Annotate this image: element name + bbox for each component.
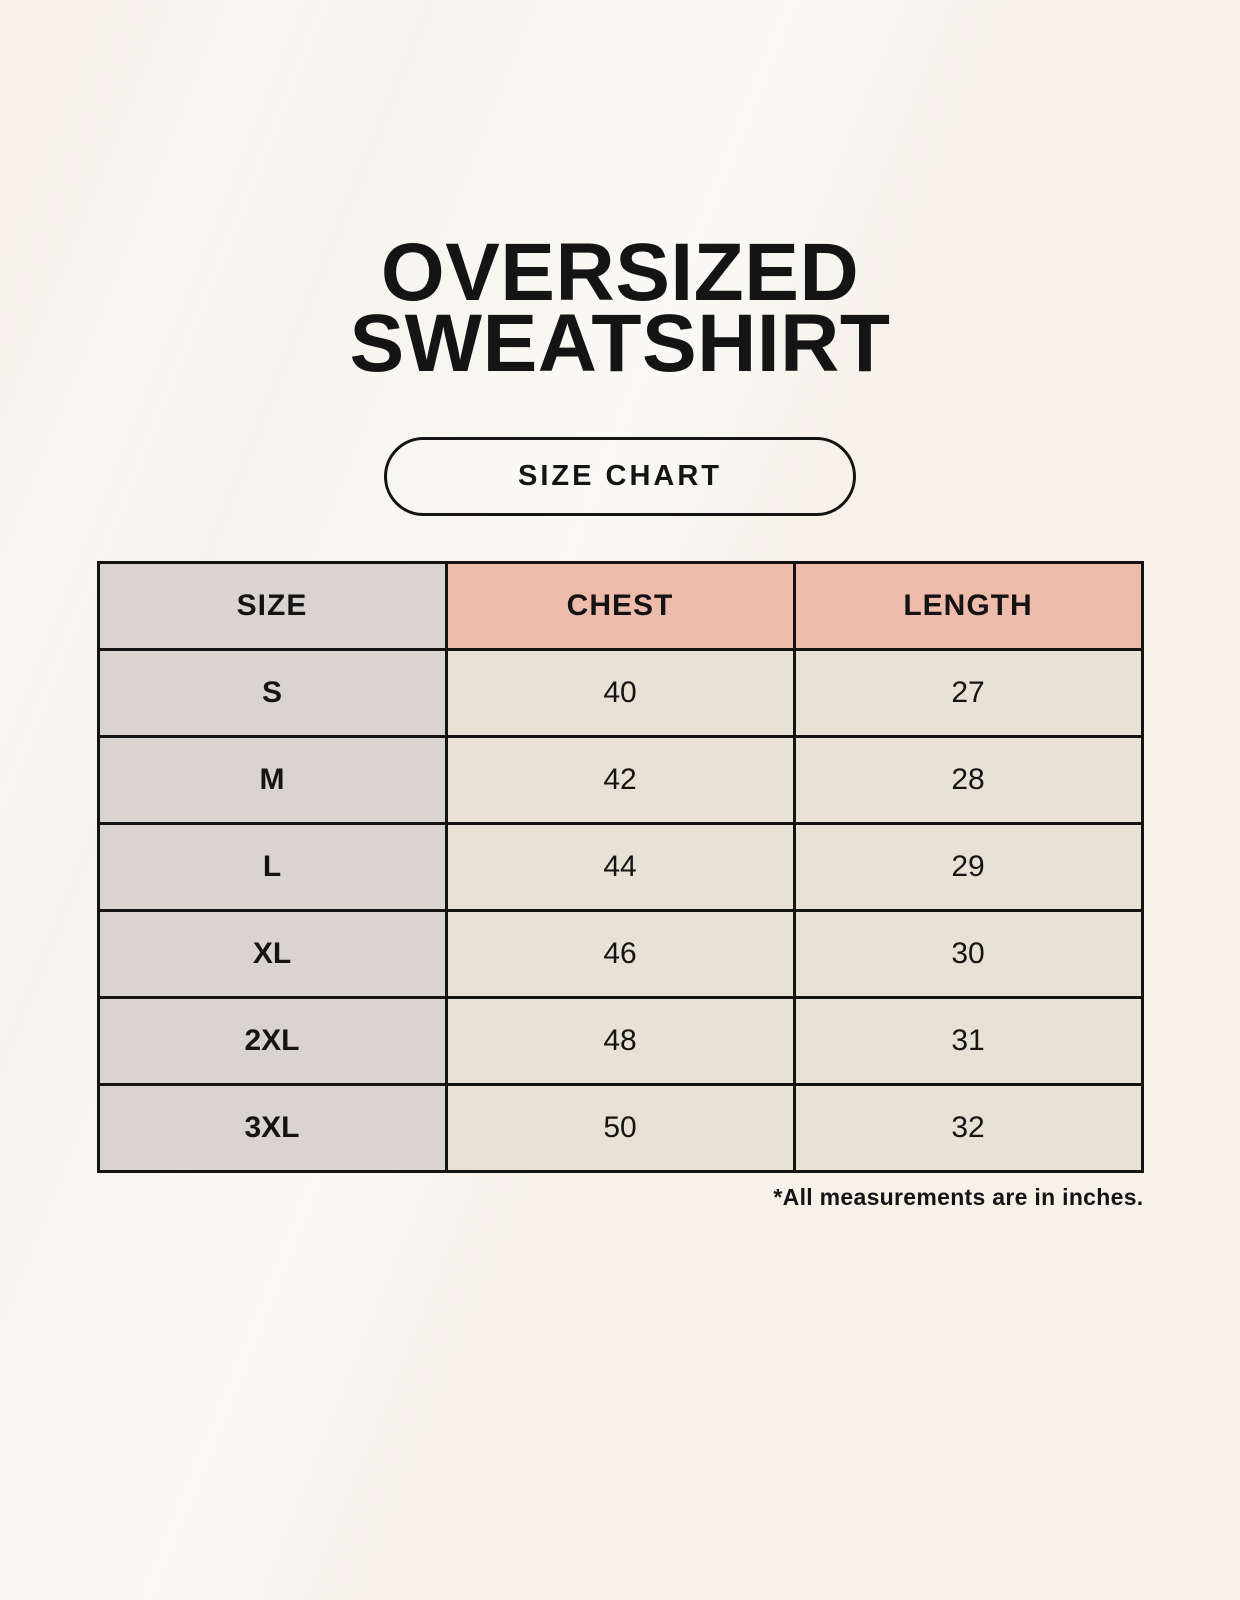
chest-cell: 50 [444,1083,796,1174]
chest-cell: 48 [444,996,796,1087]
table-row: 3XL 50 32 [96,1083,1144,1174]
chest-cell: 44 [444,822,796,913]
length-cell: 32 [792,1083,1144,1174]
length-cell: 31 [792,996,1144,1087]
length-cell: 27 [792,648,1144,739]
size-cell: M [96,735,448,826]
size-chart-badge-label: SIZE CHART [518,460,722,493]
size-table: SIZE CHEST LENGTH S 40 27 M 42 28 L 44 29 XL 46 30 2… [96,561,1144,1174]
length-cell: 28 [792,735,1144,826]
table-row: XL 46 30 [96,909,1144,1000]
size-cell: S [96,648,448,739]
size-table-body: S 40 27 M 42 28 L 44 29 XL 46 30 2XL 48 31 3XL 50 32 [96,648,1144,1174]
column-header-size: SIZE [96,561,448,652]
measurements-footnote: *All measurements are in inches. [773,1184,1144,1211]
length-cell: 29 [792,822,1144,913]
size-table-header: SIZE CHEST LENGTH [96,561,1144,652]
table-row: 2XL 48 31 [96,996,1144,1087]
length-cell: 30 [792,909,1144,1000]
page-title-line-1: OVERSIZED [380,227,860,318]
table-row: S 40 27 [96,648,1144,739]
header-row: SIZE CHEST LENGTH [96,561,1144,652]
size-chart-badge: SIZE CHART [384,437,856,517]
page-title: OVERSIZED SWEATSHIRT [0,0,1240,389]
size-cell: XL [96,909,448,1000]
table-row: M 42 28 [96,735,1144,826]
page-title-line-2: SWEATSHIRT [349,297,891,389]
size-cell: 3XL [96,1083,448,1174]
size-cell: L [96,822,448,913]
column-header-length: LENGTH [792,561,1144,652]
chest-cell: 40 [444,648,796,739]
column-header-chest: CHEST [444,561,796,652]
size-cell: 2XL [96,996,448,1087]
chest-cell: 46 [444,909,796,1000]
table-row: L 44 29 [96,822,1144,913]
chest-cell: 42 [444,735,796,826]
